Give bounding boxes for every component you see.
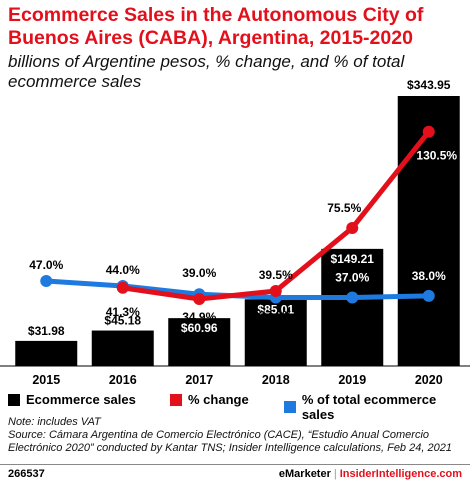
share-label-2019: 37.0% <box>335 271 369 285</box>
legend-item-share: % of total ecommerce sales <box>284 392 470 422</box>
bar-2017 <box>168 318 231 366</box>
legend-swatch-share <box>284 401 296 413</box>
bar-2016 <box>91 330 154 366</box>
share-label-2015: 47.0% <box>29 258 63 272</box>
x-tick-label-2016: 2016 <box>109 373 137 387</box>
x-tick-label-2015: 2015 <box>32 373 60 387</box>
legend-swatch-sales <box>8 393 20 406</box>
brand-emarketer: eMarketer <box>278 468 331 480</box>
change-label-2017: 34.9% <box>182 310 216 324</box>
footnotes: Note: includes VAT Source: Cámara Argent… <box>8 416 464 455</box>
bar-2015 <box>15 340 78 366</box>
series-point-change-2018 <box>269 284 282 297</box>
x-tick-label-2020: 2020 <box>415 373 443 387</box>
share-label-2016: 44.0% <box>106 263 140 277</box>
change-label-2019: 75.5% <box>327 201 361 215</box>
legend-label-share: % of total ecommerce sales <box>301 392 437 422</box>
series-point-change-2020 <box>422 125 435 138</box>
change-label-2016: 41.3% <box>106 305 140 319</box>
chart-subtitle: billions of Argentine pesos, % change, a… <box>8 52 405 91</box>
series-point-share-2019 <box>346 291 359 304</box>
footer-divider <box>0 464 470 465</box>
series-point-change-2017 <box>193 293 206 305</box>
series-point-share-2015 <box>40 275 53 287</box>
share-label-2017: 39.0% <box>182 266 216 280</box>
legend-label-sales: Ecommerce sales <box>26 392 136 407</box>
legend-item-change: % change <box>170 392 249 407</box>
chart-id: 266537 <box>8 468 45 480</box>
series-point-share-2020 <box>422 289 435 302</box>
change-label-2020: 130.5% <box>416 149 457 163</box>
source-text: Source: Cámara Argentina de Comercio Ele… <box>8 429 452 454</box>
share-label-2018: 37.0% <box>259 309 293 323</box>
change-label-2018: 39.5% <box>259 268 293 282</box>
legend-item-sales: Ecommerce sales <box>8 392 136 407</box>
bar-value-label-2020: $343.95 <box>407 78 451 92</box>
share-label-2020: 38.0% <box>412 269 446 283</box>
brand-insider-intelligence: InsiderIntelligence.com <box>339 468 462 480</box>
credit: eMarketer | InsiderIntelligence.com <box>279 468 462 480</box>
bar-2018 <box>244 299 307 366</box>
series-point-change-2016 <box>116 281 129 294</box>
x-tick-label-2019: 2019 <box>338 373 366 387</box>
legend-label-change: % change <box>188 392 249 407</box>
x-tick-label-2018: 2018 <box>262 373 290 387</box>
bar-value-label-2018: $85.01 <box>257 302 294 316</box>
bar-value-label-2017: $60.96 <box>181 321 218 335</box>
bar-2020 <box>397 96 460 366</box>
bar-value-label-2015: $31.98 <box>28 324 65 338</box>
x-tick-label-2017: 2017 <box>185 373 213 387</box>
note-text: Note: includes VAT <box>8 416 101 428</box>
bar-value-label-2019: $149.21 <box>331 252 375 266</box>
legend-swatch-change <box>170 393 182 406</box>
bar-value-label-2016: $45.18 <box>104 314 141 328</box>
brand-separator: | <box>333 468 337 480</box>
chart-canvas: 2015 2016 2017 2018 2019 2020 $31.98 $45.18 $60.… <box>0 78 470 387</box>
series-point-change-2019 <box>346 221 359 234</box>
bar-2019 <box>321 248 384 366</box>
chart-title: Ecommerce Sales in the Autonomous City o… <box>8 4 424 49</box>
